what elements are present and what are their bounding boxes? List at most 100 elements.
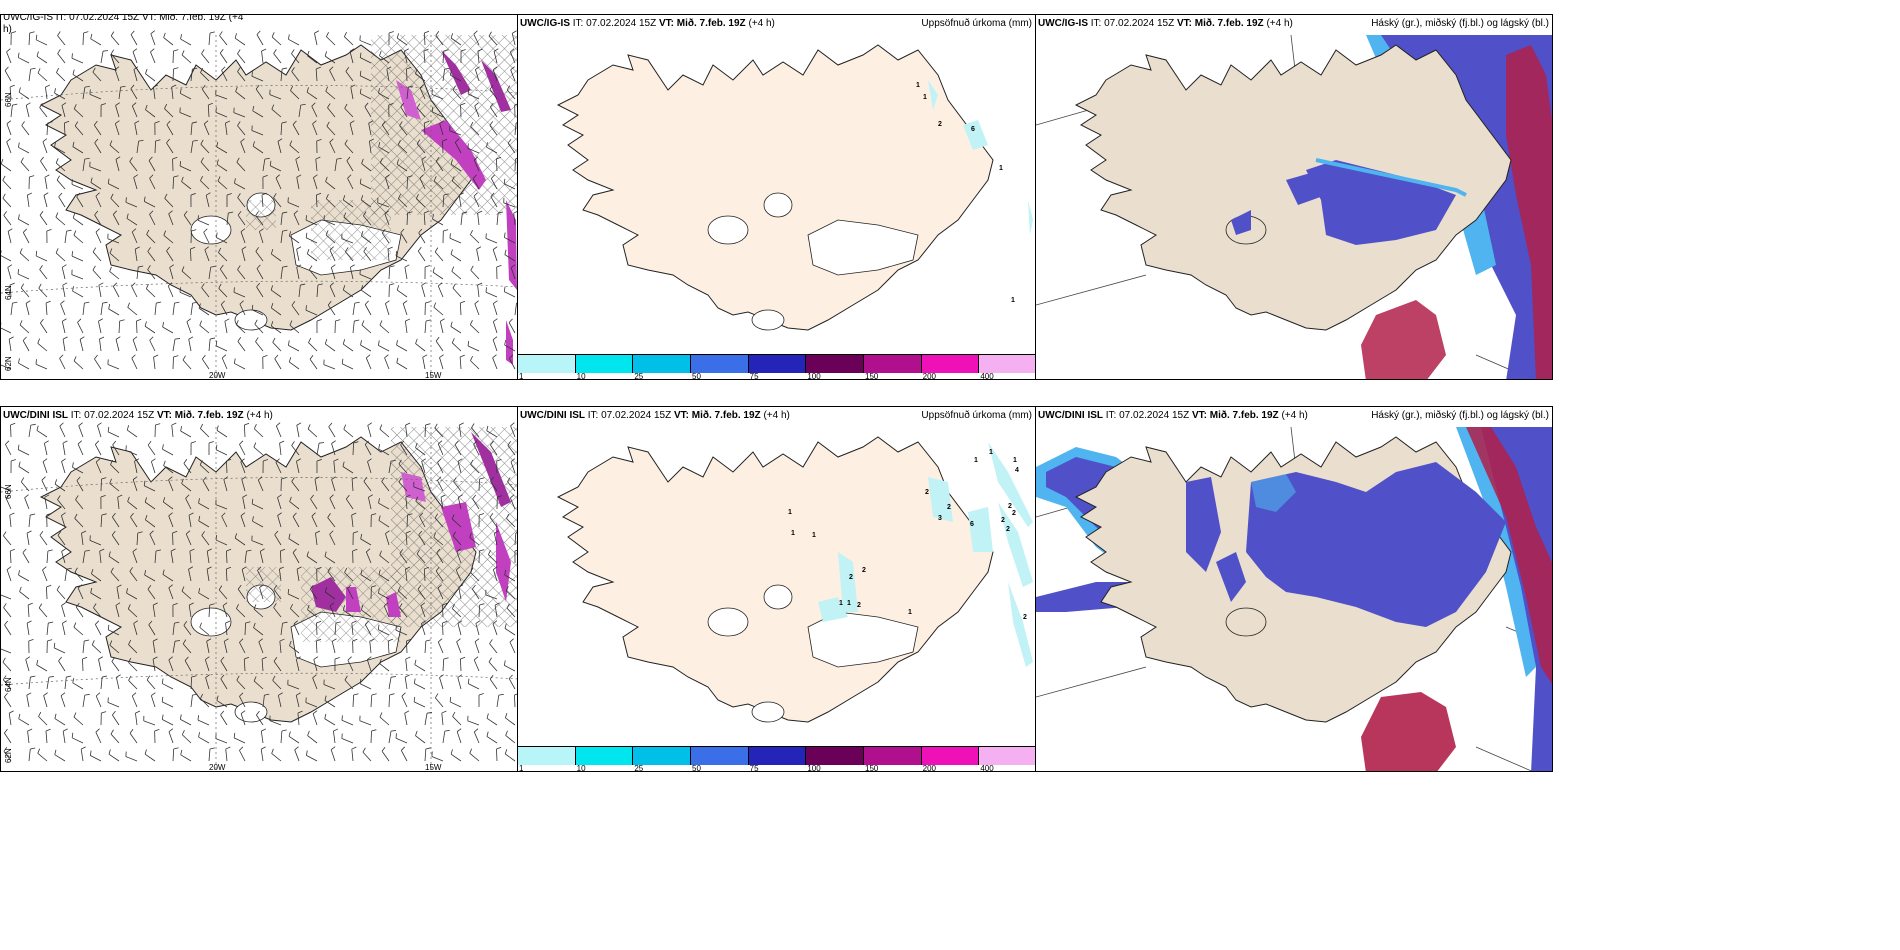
wind-barb-flag: [136, 318, 142, 322]
wind-barb: [182, 359, 192, 370]
wind-barb: [424, 713, 428, 726]
wind-barb-flag: [39, 103, 43, 108]
wind-barb-flag: [25, 102, 31, 106]
wind-barb: [467, 720, 480, 726]
wind-barb-flag: [462, 211, 468, 214]
wind-barb: [203, 123, 210, 136]
wind-barb: [432, 271, 444, 280]
wind-barb: [399, 607, 408, 618]
wind-barb-flag: [101, 711, 107, 714]
wind-barb: [439, 321, 444, 334]
wind-barb: [345, 498, 354, 510]
wind-barb: [450, 74, 462, 82]
wind-barb-flag: [259, 584, 264, 588]
wind-barb-flag: [61, 548, 66, 552]
panel-title: UWC/IG-IS IT: 07.02.2024 15Z VT: Mið. 7.…: [1038, 18, 1293, 29]
wind-barb-flag: [315, 66, 321, 70]
wind-barb-flag: [379, 320, 383, 326]
wind-barb: [329, 142, 336, 154]
wind-barb: [197, 219, 210, 226]
wind-barb: [364, 106, 372, 118]
wind-barb: [293, 213, 300, 226]
wind-barb-flag: [164, 193, 168, 199]
wind-barb-flag: [257, 566, 262, 571]
wind-barb-flag: [220, 300, 225, 305]
colorbar-tick-label: 150: [865, 372, 879, 380]
wind-barb-flag: [459, 354, 465, 358]
wind-barb: [168, 479, 174, 492]
precip-value: 2: [1008, 503, 1012, 510]
wind-barb-flag: [36, 51, 39, 57]
wind-barb-flag: [273, 193, 277, 198]
wind-barb-flag: [144, 570, 147, 576]
colorbar-tick-label: 400: [980, 372, 994, 380]
wind-barb: [388, 731, 392, 744]
wind-barb: [442, 140, 444, 154]
wind-barb-flag: [237, 265, 241, 270]
wind-barb: [361, 235, 372, 244]
wind-barb: [352, 321, 355, 334]
wind-barb-flag: [149, 210, 154, 215]
wind-barb: [486, 430, 498, 438]
wind-barb-flag: [22, 336, 27, 341]
wind-barb: [470, 234, 480, 244]
wind-barb: [368, 497, 372, 510]
wind-barb: [416, 553, 426, 564]
wind-barb-flag: [270, 285, 274, 291]
wind-barb: [378, 629, 390, 636]
wind-barb: [132, 339, 138, 352]
wind-barb: [404, 321, 408, 334]
wind-barb-flag: [62, 282, 68, 286]
wind-barb-flag: [378, 515, 381, 521]
wind-barb: [329, 70, 336, 82]
wind-barb: [451, 518, 462, 528]
wind-barb-flag: [107, 426, 110, 432]
colorbar-swatch: [518, 747, 576, 765]
wind-barb-flag: [179, 88, 182, 94]
wind-barb: [450, 253, 462, 262]
wind-barb-flag: [217, 176, 221, 182]
wind-barb: [360, 344, 372, 352]
wind-barb-flag: [156, 301, 162, 304]
wind-barb: [76, 480, 84, 492]
wind-barb: [208, 604, 211, 618]
wind-barb-flag: [62, 336, 68, 340]
wind-barb: [221, 70, 228, 82]
wind-barb-flag: [98, 282, 104, 286]
wind-barb-flag: [312, 674, 317, 679]
wind-barb-flag: [385, 530, 390, 534]
precip-value: 1: [1011, 297, 1015, 304]
wind-barb-flag: [253, 424, 257, 429]
wind-barb-flag: [510, 494, 515, 499]
wind-barb: [421, 159, 426, 172]
wind-barb-flag: [396, 33, 400, 39]
wind-barb-flag: [210, 337, 216, 340]
wind-barb-flag: [379, 158, 383, 163]
wind-barb: [434, 251, 444, 262]
wind-barb-flag: [473, 440, 478, 445]
wind-barb: [450, 163, 462, 172]
wind-barb-flag: [450, 33, 453, 39]
wind-barb: [100, 303, 103, 316]
wind-barb: [420, 605, 426, 618]
wind-barb: [492, 569, 498, 582]
wind-barb-flag: [405, 656, 411, 660]
wind-barb-flag: [72, 286, 74, 292]
wind-barb: [154, 551, 157, 564]
wind-barb: [388, 694, 390, 708]
wind-barb: [208, 339, 211, 352]
wind-barb: [485, 238, 498, 244]
wind-barb: [366, 659, 372, 672]
wind-barb: [474, 303, 480, 316]
wind-barb-flag: [252, 516, 254, 522]
wind-barb: [378, 520, 390, 528]
wind-barb: [379, 663, 390, 672]
wind-barb-flag: [12, 301, 18, 304]
wind-barb-flag: [205, 656, 210, 660]
wind-barb: [200, 180, 210, 190]
wind-barb-flag: [309, 354, 314, 360]
wind-barb: [343, 216, 354, 226]
wind-barb: [257, 570, 264, 582]
wind-barb-flag: [95, 620, 100, 625]
wind-barb-flag: [4, 66, 9, 71]
